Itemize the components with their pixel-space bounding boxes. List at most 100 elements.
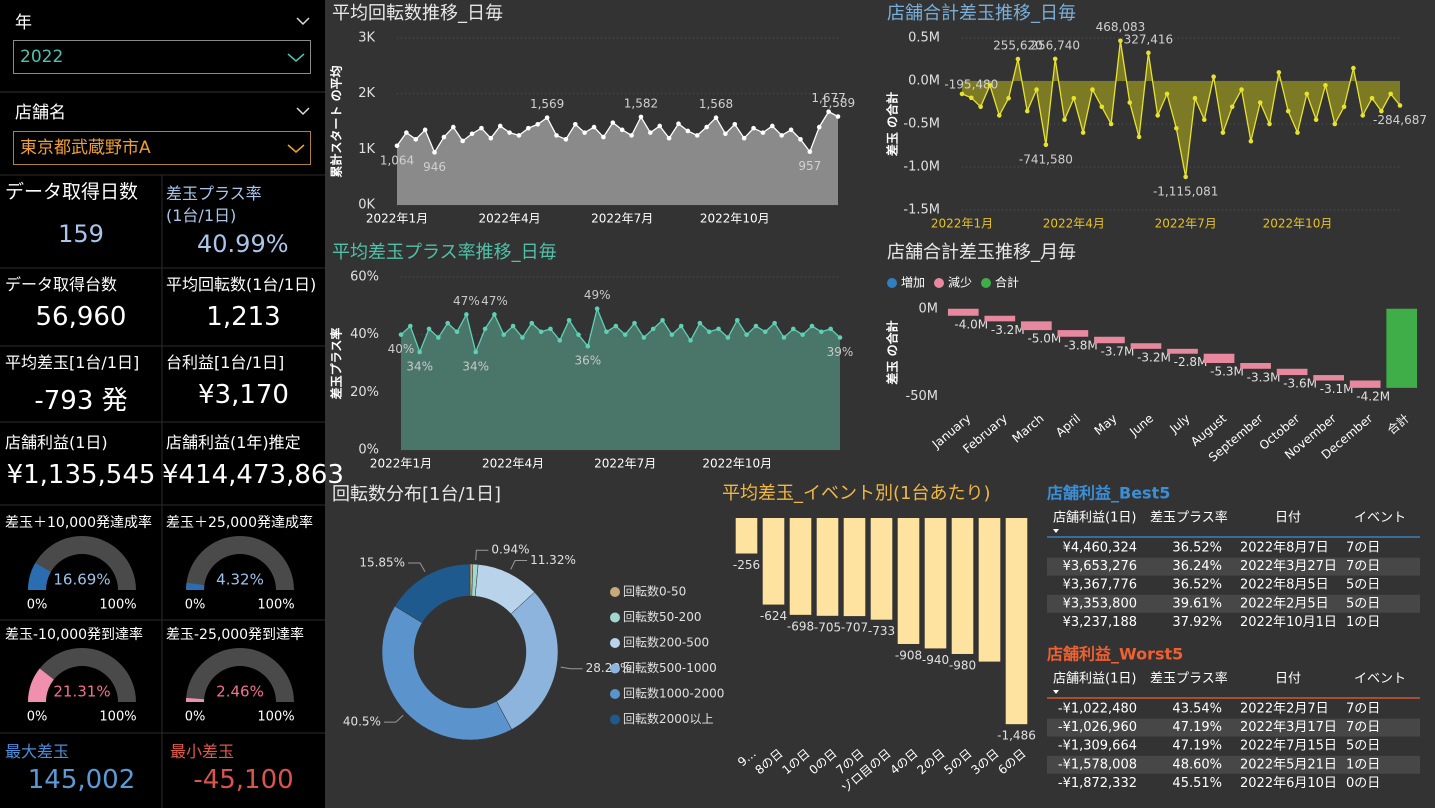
point xyxy=(1239,87,1244,92)
gauge-min: 0% xyxy=(185,598,206,613)
y-tick-label: 0% xyxy=(358,443,379,458)
point xyxy=(819,329,824,335)
x-tick-label: April xyxy=(1053,411,1083,439)
table-cell: 43.54% xyxy=(1172,702,1222,717)
point xyxy=(835,114,841,119)
point xyxy=(417,349,422,355)
gauge-min: 0% xyxy=(27,598,48,613)
data-label: 255,620 xyxy=(993,39,1043,53)
chevron xyxy=(296,107,310,116)
table-cell: 2022年3月17日 xyxy=(1240,720,1337,735)
filter-dropdown[interactable]: 2022 xyxy=(13,40,311,74)
x-tick-label: 2022年1月 xyxy=(931,217,993,231)
data-label: 327,416 xyxy=(1124,32,1174,46)
bar xyxy=(816,518,839,616)
point xyxy=(723,131,728,137)
sort-icon xyxy=(1053,529,1059,533)
x-tick-label: 2022年7月 xyxy=(594,457,656,471)
point xyxy=(1164,91,1170,97)
data-label: -3.8M xyxy=(1064,338,1098,352)
point xyxy=(582,130,587,135)
kpi-value: ¥1,135,545 xyxy=(6,460,156,490)
point xyxy=(432,150,437,155)
point xyxy=(548,326,553,332)
slice xyxy=(496,591,559,730)
data-label: -940 xyxy=(922,653,949,667)
table-cell: 2022年2月7日 xyxy=(1240,702,1329,717)
bar xyxy=(947,308,979,316)
data-label: -2.8M xyxy=(1174,355,1208,369)
point xyxy=(497,123,503,129)
data-label: -284,687 xyxy=(1373,113,1427,127)
legend-label: 回転数1000-2000 xyxy=(623,686,724,701)
table-cell: 48.60% xyxy=(1172,757,1222,772)
point xyxy=(807,149,813,155)
gauge-max: 100% xyxy=(257,598,294,613)
gauge-label: 差玉-10,000発到達率 xyxy=(5,626,143,643)
data-label: 946 xyxy=(423,160,446,174)
point xyxy=(613,323,619,329)
point xyxy=(657,123,663,129)
point xyxy=(501,332,507,337)
data-label: -195,480 xyxy=(944,77,998,91)
x-tick-label: 2022年1月 xyxy=(366,212,428,226)
slice xyxy=(394,563,471,624)
x-tick-label: 2022年4月 xyxy=(479,212,541,226)
x-tick-label: 2022年4月 xyxy=(482,457,544,471)
data-label: -1,115,081 xyxy=(1153,184,1218,198)
point xyxy=(685,128,691,134)
x-tick-label: 2の日 xyxy=(914,746,947,777)
table-cell: 2022年8月5日 xyxy=(1240,578,1329,593)
kpi-value: 56,960 xyxy=(35,302,127,332)
point xyxy=(563,137,569,142)
gauge-track xyxy=(186,536,294,590)
legend-label: 回転数0-50 xyxy=(623,584,686,599)
point xyxy=(464,312,469,317)
bar xyxy=(1094,336,1125,344)
point xyxy=(1080,130,1086,135)
bar xyxy=(924,518,947,649)
kpi-value: 40.99% xyxy=(197,230,289,258)
gauge-value: 2.46% xyxy=(216,683,264,701)
table-cell: 39.61% xyxy=(1172,596,1222,611)
point xyxy=(1136,134,1142,140)
bar xyxy=(897,518,920,644)
point xyxy=(1351,65,1356,71)
point xyxy=(781,335,787,340)
kpi-value: ¥414,473,863 xyxy=(162,460,344,490)
y-tick-label: -1.0M xyxy=(903,160,940,175)
column-header: イベント xyxy=(1354,672,1406,687)
table-cell: 2022年2月5日 xyxy=(1240,596,1329,611)
bar xyxy=(1057,330,1089,337)
point xyxy=(594,306,600,312)
bar xyxy=(978,518,1001,662)
legend-dot xyxy=(610,714,620,725)
point xyxy=(1267,121,1272,127)
gauge-fill xyxy=(186,582,205,590)
table-cell: 2022年7月15日 xyxy=(1240,739,1337,754)
y-axis-title: 差玉 の合計 xyxy=(885,92,900,157)
table-cell: -¥1,872,332 xyxy=(1058,776,1137,791)
table-cell: 7の日 xyxy=(1346,702,1380,717)
legend-label: 回転数200-500 xyxy=(623,635,709,650)
point xyxy=(732,121,738,127)
bar xyxy=(1386,308,1418,388)
point xyxy=(669,332,675,337)
bar xyxy=(1276,368,1308,376)
table-cell: -¥1,026,960 xyxy=(1058,720,1137,735)
point xyxy=(576,332,581,337)
data-label: 1,064 xyxy=(380,153,414,167)
extreme-value: 145,002 xyxy=(27,765,136,795)
point xyxy=(641,335,647,340)
data-label: -707 xyxy=(841,621,868,635)
filter-dropdown[interactable]: 東京都武蔵野市A xyxy=(13,131,311,165)
legend-dot xyxy=(610,663,620,674)
point xyxy=(969,95,974,101)
gauge-label: 差玉-25,000発到達率 xyxy=(166,626,304,643)
x-tick-label: 1の日 xyxy=(779,746,812,777)
row-band xyxy=(1047,594,1420,613)
table-cell: 2022年6月10日 xyxy=(1240,776,1337,791)
table-cell: ¥3,653,276 xyxy=(1063,559,1137,574)
point xyxy=(544,115,550,120)
point xyxy=(492,312,497,317)
